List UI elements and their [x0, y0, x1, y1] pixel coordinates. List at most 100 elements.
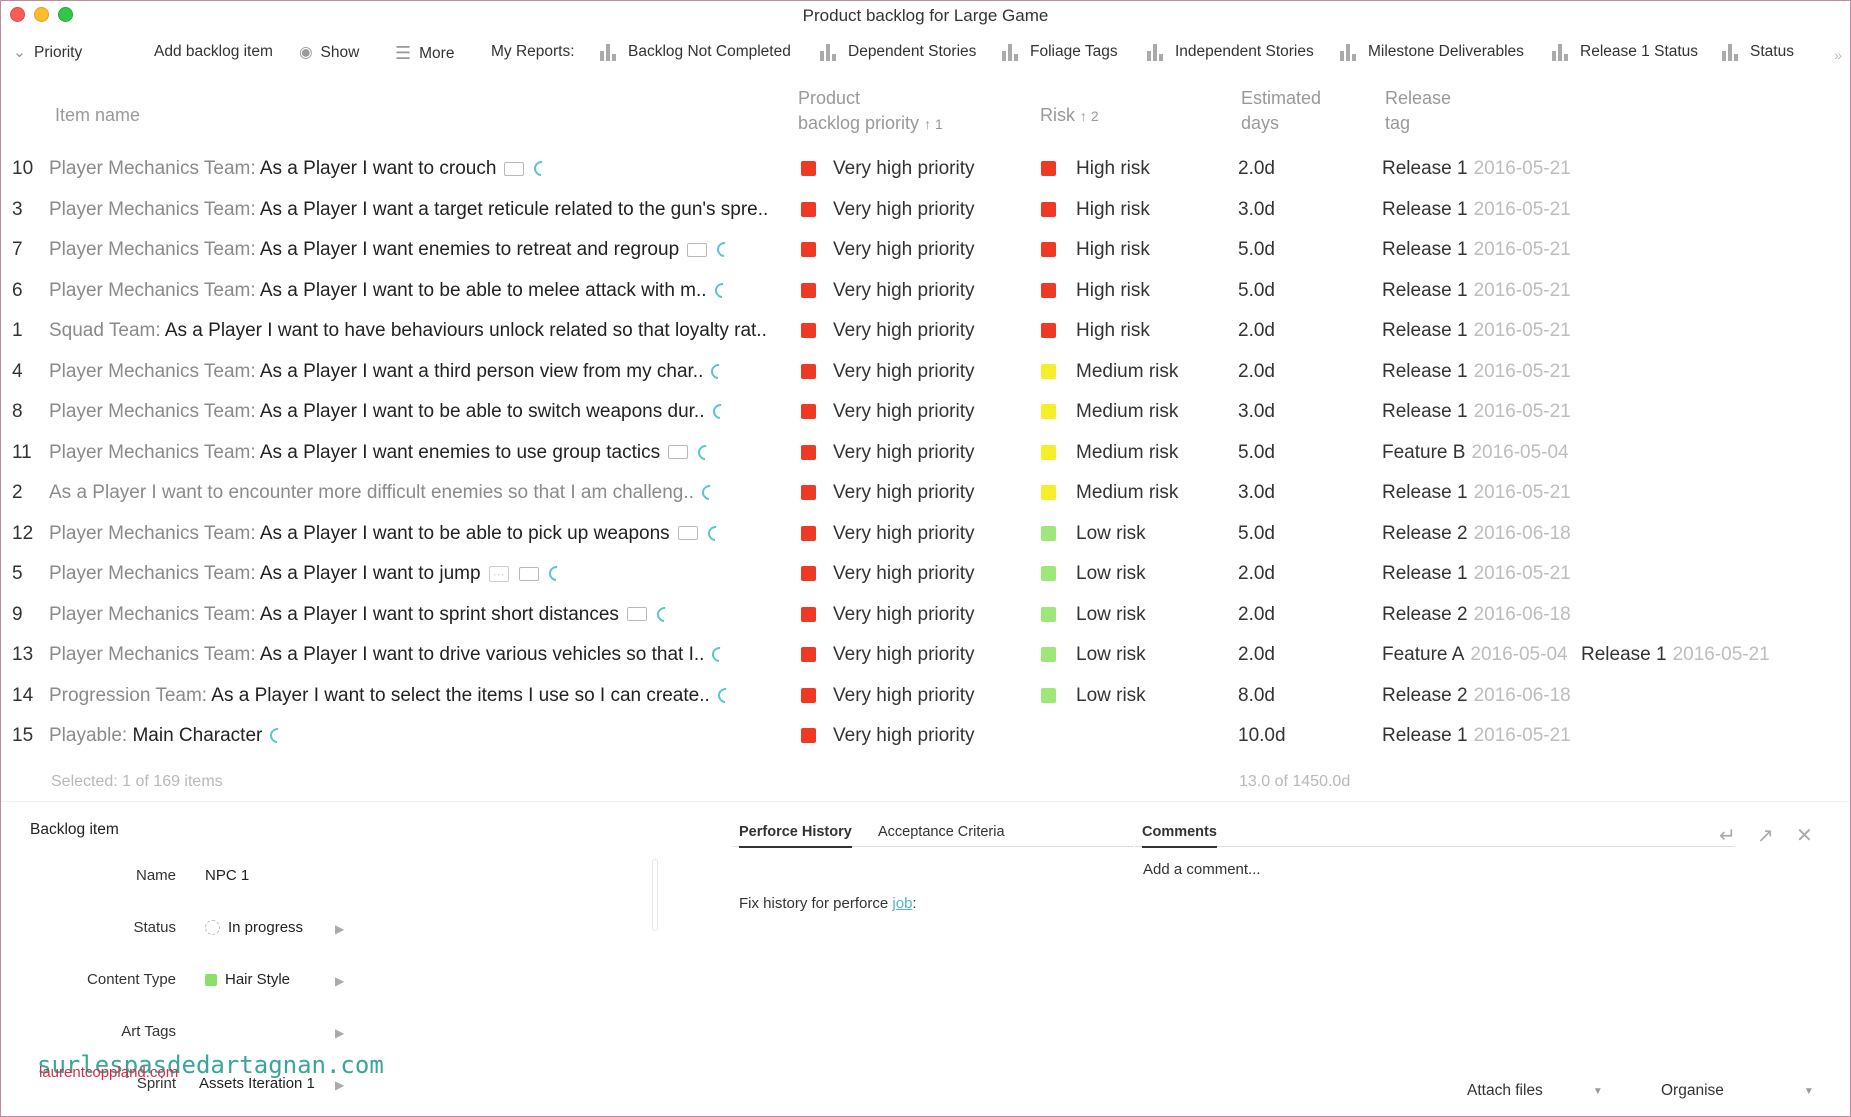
content-type-arrow-icon[interactable]: ▶ — [335, 974, 345, 988]
column-header-priority[interactable]: Product backlog priority ↑ 1 — [798, 86, 943, 137]
release-header-line2: tag — [1385, 113, 1411, 133]
report-status[interactable]: Status — [1722, 43, 1794, 61]
table-row[interactable]: 8 Player Mechanics Team: As a Player I wa… — [1, 392, 1850, 432]
show-label: Show — [320, 43, 360, 61]
release-date: 2016-05-21 — [1672, 644, 1770, 665]
row-icons — [698, 482, 721, 504]
release-name: Release 1 — [1382, 360, 1468, 382]
priority-dropdown[interactable]: ⌄ Priority — [13, 43, 82, 62]
sprint-arrow-icon[interactable]: ▶ — [335, 1078, 345, 1092]
comment-icon[interactable] — [518, 566, 539, 581]
item-name-cell: Player Mechanics Team: As a Player I wan… — [49, 271, 774, 311]
sync-icon[interactable] — [714, 239, 736, 261]
ellipsis-icon[interactable]: ··· — [488, 565, 509, 582]
table-row[interactable]: 14 Progression Team: As a Player I want t… — [1, 676, 1850, 716]
table-row[interactable]: 9 Player Mechanics Team: As a Player I wa… — [1, 595, 1850, 635]
row-number: 7 — [12, 239, 23, 260]
report-backlog-not-completed[interactable]: Backlog Not Completed — [600, 43, 791, 61]
sync-icon[interactable] — [708, 360, 730, 383]
zoom-window-button[interactable] — [58, 7, 73, 22]
report-release-1-status[interactable]: Release 1 Status — [1552, 43, 1698, 61]
priority-cell: Very high priority — [833, 198, 975, 220]
sync-icon[interactable] — [531, 158, 553, 180]
story-text: As a Player I want to be able to pick up… — [255, 522, 670, 544]
show-button[interactable]: ◉ Show — [299, 43, 359, 62]
job-link[interactable]: job — [892, 895, 913, 912]
comment-icon[interactable] — [504, 161, 525, 176]
estimated-days-cell: 8.0d — [1238, 684, 1275, 706]
table-row[interactable]: 11 Player Mechanics Team: As a Player I w… — [1, 433, 1850, 473]
risk-color-icon — [1041, 444, 1056, 460]
table-row[interactable]: 4 Player Mechanics Team: As a Player I wa… — [1, 352, 1850, 392]
pop-out-icon[interactable]: ↗ — [1757, 825, 1774, 847]
release-date: 2016-05-04 — [1470, 644, 1568, 665]
sync-icon[interactable] — [695, 441, 717, 464]
report-independent-stories[interactable]: Independent Stories — [1147, 43, 1314, 61]
table-row[interactable]: 13 Player Mechanics Team: As a Player I w… — [1, 635, 1850, 675]
sync-icon[interactable] — [714, 684, 736, 707]
table-row[interactable]: 3 Player Mechanics Team: As a Player I wa… — [1, 190, 1850, 230]
detail-scrollbar[interactable] — [652, 859, 658, 931]
sprint-field[interactable]: Assets Iteration 1 — [199, 1075, 315, 1092]
add-backlog-item-button[interactable]: Add backlog item — [154, 43, 273, 61]
table-row[interactable]: 10 Player Mechanics Team: As a Player I w… — [1, 149, 1850, 189]
table-row[interactable]: 1 Squad Team: As a Player I want to have … — [1, 311, 1850, 351]
risk-color-icon — [1041, 201, 1056, 217]
report-dependent-stories[interactable]: Dependent Stories — [820, 43, 976, 61]
content-type-field[interactable]: Hair Style — [205, 971, 290, 988]
comment-icon[interactable] — [677, 526, 698, 541]
minimize-window-button[interactable] — [34, 7, 49, 22]
comment-icon[interactable] — [626, 607, 647, 622]
close-window-button[interactable] — [10, 7, 25, 22]
art-tags-arrow-icon[interactable]: ▶ — [335, 1026, 345, 1040]
status-arrow-icon[interactable]: ▶ — [335, 922, 345, 936]
release-date: 2016-05-21 — [1473, 158, 1571, 179]
report-label: Backlog Not Completed — [628, 43, 791, 60]
release-date: 2016-05-21 — [1473, 279, 1571, 301]
table-row[interactable]: 2 As a Player I want to encounter more di… — [1, 473, 1850, 513]
release-tag-cell: Release 1 2016-05-21 — [1382, 311, 1571, 351]
tab-perforce-history[interactable]: Perforce History — [739, 824, 852, 848]
column-header-release-tag[interactable]: Release tag — [1385, 86, 1451, 136]
column-header-estimated-days[interactable]: Estimated days — [1241, 86, 1321, 136]
more-button[interactable]: ☰ More — [395, 43, 454, 64]
organise-button[interactable]: Organise ▼ — [1661, 1082, 1814, 1100]
table-row[interactable]: 12 Player Mechanics Team: As a Player I w… — [1, 514, 1850, 554]
sync-icon[interactable] — [267, 725, 289, 747]
table-row[interactable]: 6 Player Mechanics Team: As a Player I wa… — [1, 271, 1850, 311]
table-row[interactable]: 15 Playable: Main Character Very high prio… — [1, 716, 1850, 756]
close-panel-icon[interactable]: ✕ — [1796, 825, 1813, 847]
add-comment-input[interactable]: Add a comment... — [1143, 861, 1261, 878]
sync-icon[interactable] — [545, 563, 567, 585]
comment-icon[interactable] — [687, 242, 708, 257]
dock-icon[interactable]: ↵ — [1719, 825, 1736, 847]
report-foliage-tags[interactable]: Foliage Tags — [1002, 43, 1118, 61]
sync-icon[interactable] — [709, 401, 731, 423]
days-header-line1: Estimated — [1241, 88, 1322, 108]
art-tags-label: Art Tags — [121, 1023, 176, 1040]
sync-icon[interactable] — [709, 644, 731, 666]
name-field[interactable]: NPC 1 — [205, 867, 249, 884]
table-row[interactable]: 5 Player Mechanics Team: As a Player I wa… — [1, 554, 1850, 594]
report-milestone-deliverables[interactable]: Milestone Deliverables — [1340, 43, 1524, 61]
column-header-item-name[interactable]: Item name — [55, 105, 141, 125]
sync-icon[interactable] — [711, 279, 733, 302]
toolbar-overflow-icon[interactable]: » — [1834, 47, 1842, 63]
report-label: Foliage Tags — [1030, 43, 1118, 60]
comment-icon[interactable] — [668, 445, 689, 460]
status-field[interactable]: In progress — [205, 919, 303, 936]
estimated-days-cell: 2.0d — [1238, 158, 1275, 179]
sync-icon[interactable] — [698, 482, 721, 504]
sync-icon[interactable] — [704, 522, 726, 545]
sort-ascending-icon: ↑ — [1080, 108, 1091, 124]
row-icons — [626, 603, 675, 626]
tab-acceptance-criteria[interactable]: Acceptance Criteria — [878, 824, 1005, 840]
sync-icon[interactable] — [653, 603, 675, 626]
attach-files-button[interactable]: Attach files ▼ — [1467, 1082, 1603, 1100]
tab-comments[interactable]: Comments — [1142, 824, 1217, 848]
row-number: 2 — [12, 482, 23, 503]
column-header-risk[interactable]: Risk ↑ 2 — [1040, 103, 1099, 129]
release-tag-cell: Release 1 2016-05-21 — [1382, 392, 1571, 432]
table-row[interactable]: 7 Player Mechanics Team: As a Player I wa… — [1, 230, 1850, 270]
